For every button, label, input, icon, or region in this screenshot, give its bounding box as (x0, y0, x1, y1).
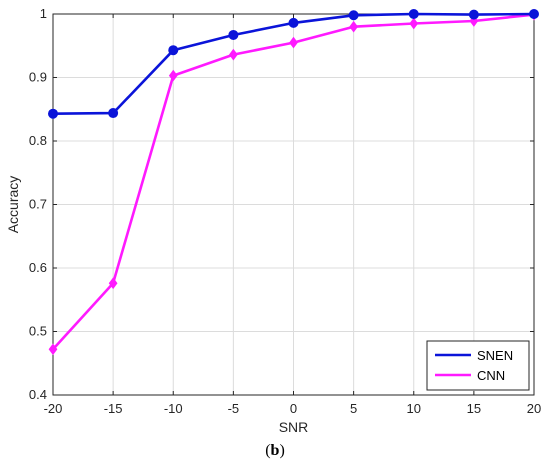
grid (52, 13, 535, 396)
snen-point (48, 108, 58, 119)
legend-label-snen: SNEN (477, 348, 513, 363)
cnn-point (108, 277, 118, 290)
caption-label: b (270, 442, 280, 459)
snen-point (288, 17, 299, 28)
snen-point (529, 9, 539, 19)
legend-label-cnn: CNN (477, 368, 505, 383)
cnn-point (409, 17, 419, 30)
y-tick-label: 0.5 (29, 324, 47, 339)
caption-close: ) (279, 442, 285, 459)
snen-point (468, 9, 479, 20)
x-axis-label: SNR (279, 419, 309, 435)
y-tick-label: 0.6 (29, 260, 47, 275)
x-tick-label: 10 (407, 401, 421, 416)
x-tick-label: -20 (44, 401, 63, 416)
x-tick-label: 15 (467, 401, 481, 416)
y-tick-label: 1 (40, 6, 47, 21)
x-tick-label: 5 (350, 401, 357, 416)
snen-point (228, 29, 239, 40)
cnn-point (349, 20, 358, 33)
snen-point (408, 9, 419, 19)
legend-box (426, 340, 530, 391)
cnn-point (48, 343, 58, 356)
y-tick-label: 0.9 (29, 70, 47, 85)
y-axis-label: Accuracy (5, 176, 21, 234)
cnn-point (168, 69, 178, 82)
x-tick-label: -15 (104, 401, 123, 416)
y-tick-label: 0.7 (29, 197, 47, 212)
snen-point (168, 45, 179, 56)
x-tick-label: -5 (228, 401, 240, 416)
x-tick-label: 20 (527, 401, 541, 416)
x-tick-label: 0 (290, 401, 297, 416)
cnn-point (229, 48, 238, 61)
legend: SNEN CNN (426, 340, 530, 391)
figure-caption: (b) (0, 442, 550, 460)
snen-point (348, 10, 359, 21)
cnn-point (289, 36, 298, 49)
line-chart: -20 -15 -10 -5 0 5 10 15 20 0.4 0.5 0.6 0.7 0.8 0.9 1 S… (5, 6, 541, 435)
y-tick-label: 0.8 (29, 133, 47, 148)
axis-ticks: -20 -15 -10 -5 0 5 10 15 20 0.4 0.5 0.6 0.7 0.8 0.9 1 (29, 6, 541, 416)
snen-point (108, 108, 119, 119)
series-group (48, 8, 539, 356)
caption-open: ( (265, 442, 271, 459)
x-tick-label: -10 (164, 401, 183, 416)
series-snen (48, 9, 539, 119)
y-tick-label: 0.4 (29, 387, 47, 402)
